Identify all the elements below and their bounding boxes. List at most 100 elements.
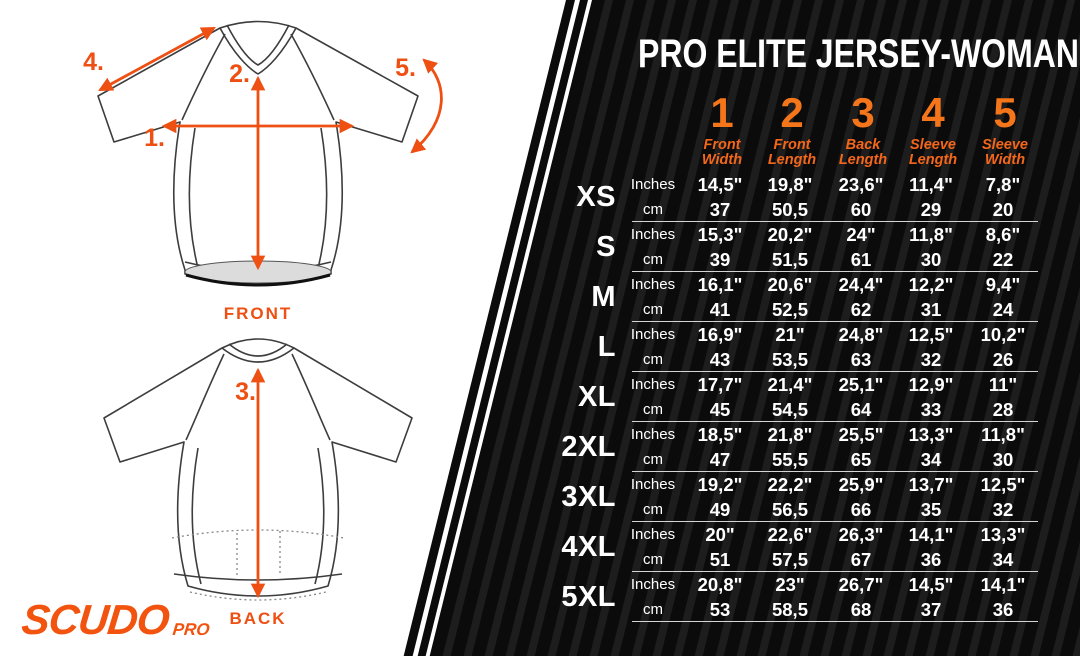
marker-label-2: 2. xyxy=(229,60,250,88)
cm-value: 61 xyxy=(850,249,872,270)
inches-value: 16,9" xyxy=(697,324,743,345)
size-label: XS xyxy=(576,181,616,213)
cm-value: 53,5 xyxy=(771,349,808,370)
inches-value: 20,6" xyxy=(767,274,813,295)
size-label: XL xyxy=(577,381,616,413)
inches-value: 7,8" xyxy=(985,174,1021,195)
page-title: PRO ELITE JERSEY-WOMAN xyxy=(638,32,1079,76)
unit-cell: Inches cm xyxy=(620,322,686,372)
cm-value: 53 xyxy=(709,599,731,620)
column-header: 4 Sleeve Length xyxy=(891,92,975,168)
inches-value: 25,9" xyxy=(838,474,884,495)
column-header: 1 Front Width xyxy=(680,92,764,168)
table-row: S Inches cm 15,3" 39 20,2" 51,5 24" 61 11,8" 30… xyxy=(556,222,1040,272)
inches-value: 19,8" xyxy=(767,174,813,195)
unit-cell: Inches cm xyxy=(620,272,686,322)
measurement-cell: 16,9" 43 xyxy=(686,322,754,372)
inches-value: 14,1" xyxy=(908,524,954,545)
inches-value: 19,2" xyxy=(697,474,743,495)
size-label: 2XL xyxy=(561,431,616,463)
cm-value: 28 xyxy=(992,399,1014,420)
unit-inches-label: Inches xyxy=(630,476,676,493)
front-measure-arrows xyxy=(98,26,443,271)
cm-value: 55,5 xyxy=(771,449,808,470)
unit-cell: Inches cm xyxy=(620,522,686,572)
measurement-cell: 16,1" 41 xyxy=(686,272,754,322)
cm-value: 30 xyxy=(920,249,942,270)
inches-value: 17,7" xyxy=(697,374,743,395)
measurement-cell: 14,5" 37 xyxy=(896,572,966,622)
inches-value: 22,6" xyxy=(767,524,813,545)
cm-value: 43 xyxy=(709,349,731,370)
cm-value: 67 xyxy=(850,549,872,570)
size-label: 3XL xyxy=(561,481,616,513)
measurement-cell: 12,9" 33 xyxy=(896,372,966,422)
unit-cm-label: cm xyxy=(643,451,663,468)
marker-label-3: 3. xyxy=(235,378,256,406)
measurement-cell: 21,8" 55,5 xyxy=(754,422,826,472)
inches-value: 20" xyxy=(705,524,735,545)
measurement-cell: 14,1" 36 xyxy=(896,522,966,572)
measurement-cell: 13,3" 34 xyxy=(966,522,1040,572)
measurement-cell: 24" 61 xyxy=(826,222,896,272)
size-label: M xyxy=(591,281,616,313)
cm-value: 34 xyxy=(920,449,942,470)
cm-value: 50,5 xyxy=(771,199,808,220)
cm-value: 51 xyxy=(709,549,731,570)
unit-cell: Inches cm xyxy=(620,172,686,222)
measurement-cell: 18,5" 47 xyxy=(686,422,754,472)
inches-value: 23" xyxy=(775,574,805,595)
unit-cm-label: cm xyxy=(643,501,663,518)
measurement-cell: 21" 53,5 xyxy=(754,322,826,372)
cm-value: 68 xyxy=(850,599,872,620)
inches-value: 24,8" xyxy=(838,324,884,345)
column-number: 3 xyxy=(851,89,875,136)
size-label: 5XL xyxy=(561,581,616,613)
measurement-cell: 13,7" 35 xyxy=(896,472,966,522)
cm-value: 62 xyxy=(850,299,872,320)
measurement-cell: 25,9" 66 xyxy=(826,472,896,522)
measurement-cell: 20,8" 53 xyxy=(686,572,754,622)
measurement-cell: 26,7" 68 xyxy=(826,572,896,622)
column-number: 2 xyxy=(780,89,804,136)
cm-value: 63 xyxy=(850,349,872,370)
cm-value: 35 xyxy=(920,499,942,520)
inches-value: 11" xyxy=(988,374,1018,395)
size-label: L xyxy=(597,331,616,363)
inches-value: 21" xyxy=(775,324,805,345)
inches-value: 8,6" xyxy=(985,224,1021,245)
measurement-cell: 14,5" 37 xyxy=(686,172,754,222)
cm-value: 60 xyxy=(850,199,872,220)
unit-cm-label: cm xyxy=(643,251,663,268)
cm-value: 37 xyxy=(920,599,942,620)
inches-value: 10,2" xyxy=(980,324,1026,345)
column-header: 2 Front Length xyxy=(750,92,834,168)
measurement-cell: 11,8" 30 xyxy=(966,422,1040,472)
measurement-cell: 23,6" 60 xyxy=(826,172,896,222)
column-number: 4 xyxy=(921,89,945,136)
cm-value: 64 xyxy=(850,399,872,420)
inches-value: 22,2" xyxy=(767,474,813,495)
measurement-cell: 20,6" 52,5 xyxy=(754,272,826,322)
inches-value: 21,8" xyxy=(767,424,813,445)
unit-cell: Inches cm xyxy=(620,572,686,622)
unit-cm-label: cm xyxy=(643,351,663,368)
inches-value: 16,1" xyxy=(697,274,743,295)
inches-value: 13,7" xyxy=(908,474,954,495)
inches-value: 12,2" xyxy=(908,274,954,295)
marker-label-5: 5. xyxy=(395,54,416,82)
cm-value: 45 xyxy=(709,399,731,420)
measurement-cell: 11,4" 29 xyxy=(896,172,966,222)
cm-value: 39 xyxy=(709,249,731,270)
inches-value: 14,5" xyxy=(697,174,743,195)
unit-inches-label: Inches xyxy=(630,226,676,243)
table-row: XL Inches cm 17,7" 45 21,4" 54,5 25,1" 64 12,9… xyxy=(556,372,1040,422)
measurement-cell: 17,7" 45 xyxy=(686,372,754,422)
inches-value: 20,8" xyxy=(697,574,743,595)
inches-value: 12,5" xyxy=(980,474,1026,495)
table-row: L Inches cm 16,9" 43 21" 53,5 24,8" 63 12,5" 32… xyxy=(556,322,1040,372)
cm-value: 30 xyxy=(992,449,1014,470)
measurement-cell: 12,5" 32 xyxy=(966,472,1040,522)
measurement-cell: 19,8" 50,5 xyxy=(754,172,826,222)
